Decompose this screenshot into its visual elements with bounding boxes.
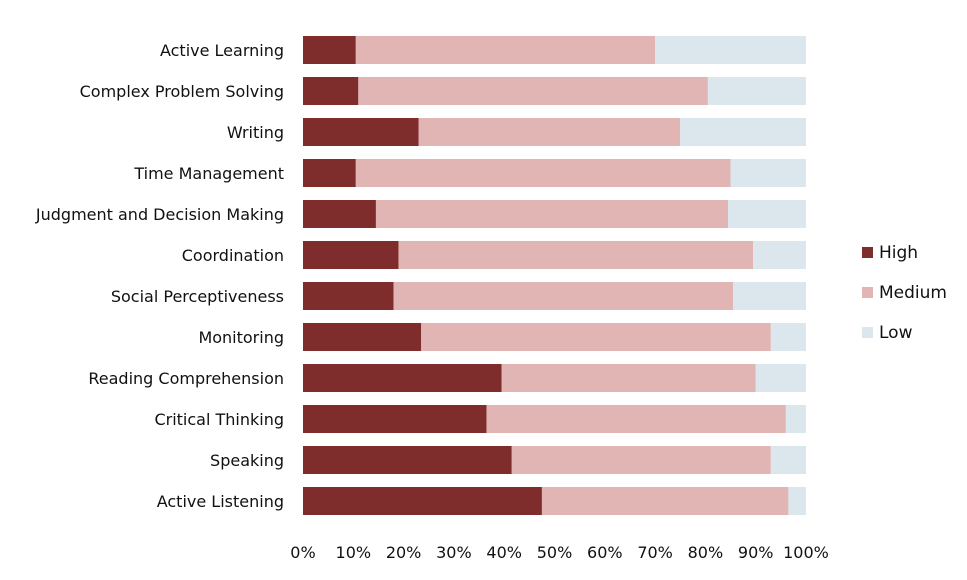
bar-time-management-low <box>730 159 806 187</box>
bar-monitoring-high <box>303 323 422 351</box>
x-tick-label: 0% <box>290 543 315 562</box>
legend-label-low: Low <box>879 323 913 343</box>
bar-active-learning-medium <box>355 36 656 64</box>
x-axis: 0% 10% 20% 30% 40% 50% 60% 70% 80% 90% 100% <box>290 543 829 562</box>
bar-social-perceptiveness-high <box>303 282 394 310</box>
category-label-monitoring: Monitoring <box>198 328 284 347</box>
x-tick-label: 50% <box>537 543 573 562</box>
bar-active-listening-medium <box>541 487 789 515</box>
bar-active-listening-high <box>303 487 542 515</box>
legend-label-medium: Medium <box>879 283 947 303</box>
category-label-judgment-and-decision-making: Judgment and Decision Making <box>35 205 284 224</box>
x-tick-label: 70% <box>637 543 673 562</box>
x-tick-label: 20% <box>386 543 422 562</box>
bar-judgment-and-decision-making-medium <box>375 200 729 228</box>
bar-monitoring-medium <box>421 323 771 351</box>
bar-writing-low <box>680 118 806 146</box>
bar-monitoring-low <box>770 323 806 351</box>
bar-writing-medium <box>418 118 681 146</box>
bar-complex-problem-solving-low <box>707 77 806 105</box>
x-tick-label: 30% <box>436 543 472 562</box>
bar-active-learning-high <box>303 36 356 64</box>
category-label-writing: Writing <box>227 123 284 142</box>
bar-speaking-high <box>303 446 512 474</box>
bar-coordination-low <box>753 241 806 269</box>
x-tick-label: 40% <box>486 543 522 562</box>
bar-writing-high <box>303 118 419 146</box>
bar-reading-comprehension-low <box>755 364 806 392</box>
bar-complex-problem-solving-high <box>303 77 359 105</box>
legend: High Medium Low <box>862 243 947 343</box>
legend-swatch-high <box>862 247 873 258</box>
x-tick-label: 100% <box>783 543 829 562</box>
bar-complex-problem-solving-medium <box>358 77 708 105</box>
bar-social-perceptiveness-low <box>733 282 806 310</box>
bar-judgment-and-decision-making-high <box>303 200 376 228</box>
bar-judgment-and-decision-making-low <box>728 200 806 228</box>
bar-speaking-low <box>770 446 806 474</box>
category-label-active-listening: Active Listening <box>157 492 284 511</box>
x-tick-label: 60% <box>587 543 623 562</box>
x-tick-label: 10% <box>336 543 372 562</box>
x-tick-label: 90% <box>738 543 774 562</box>
category-label-complex-problem-solving: Complex Problem Solving <box>80 82 284 101</box>
category-label-reading-comprehension: Reading Comprehension <box>88 369 284 388</box>
category-label-speaking: Speaking <box>210 451 284 470</box>
bar-critical-thinking-high <box>303 405 487 433</box>
category-label-social-perceptiveness: Social Perceptiveness <box>111 287 284 306</box>
legend-label-high: High <box>879 243 918 263</box>
bar-speaking-medium <box>511 446 771 474</box>
bar-reading-comprehension-medium <box>501 364 756 392</box>
bar-time-management-medium <box>355 159 731 187</box>
legend-swatch-low <box>862 327 873 338</box>
bar-critical-thinking-medium <box>486 405 786 433</box>
category-label-critical-thinking: Critical Thinking <box>154 410 284 429</box>
bar-coordination-medium <box>398 241 754 269</box>
bar-time-management-high <box>303 159 356 187</box>
bar-active-listening-low <box>788 487 806 515</box>
category-label-coordination: Coordination <box>182 246 284 265</box>
category-label-time-management: Time Management <box>133 164 284 183</box>
x-tick-label: 80% <box>688 543 724 562</box>
category-labels: Active Learning Complex Problem Solving Wr… <box>35 41 284 511</box>
category-label-active-learning: Active Learning <box>160 41 284 60</box>
legend-swatch-medium <box>862 287 873 298</box>
bar-critical-thinking-low <box>785 405 806 433</box>
bar-social-perceptiveness-medium <box>393 282 734 310</box>
plot-area <box>303 36 806 515</box>
bar-coordination-high <box>303 241 399 269</box>
bar-reading-comprehension-high <box>303 364 502 392</box>
bar-active-learning-low <box>655 36 806 64</box>
